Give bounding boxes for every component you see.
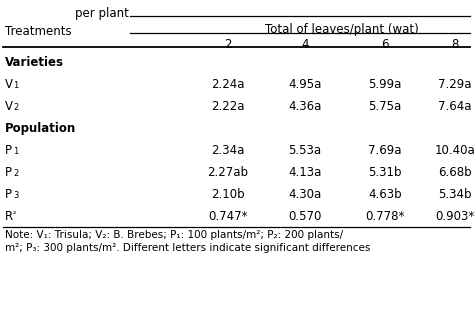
Text: 2.27ab: 2.27ab: [208, 166, 248, 179]
Text: 2.24a: 2.24a: [211, 78, 245, 91]
Text: 8: 8: [451, 38, 459, 51]
Text: 4.30a: 4.30a: [288, 188, 322, 201]
Text: 5.53a: 5.53a: [289, 144, 321, 157]
Text: 4.36a: 4.36a: [288, 100, 322, 113]
Text: 4.13a: 4.13a: [288, 166, 322, 179]
Text: 4.63b: 4.63b: [368, 188, 402, 201]
Text: 7.69a: 7.69a: [368, 144, 402, 157]
Text: 4: 4: [301, 38, 309, 51]
Text: 2.10b: 2.10b: [211, 188, 245, 201]
Text: 5.31b: 5.31b: [368, 166, 402, 179]
Text: 2: 2: [224, 38, 232, 51]
Text: 2: 2: [13, 103, 18, 112]
Text: Total of leaves/plant (wat): Total of leaves/plant (wat): [264, 23, 419, 36]
Text: P: P: [5, 188, 12, 201]
Text: 10.40a: 10.40a: [435, 144, 474, 157]
Text: 2: 2: [13, 169, 18, 178]
Text: 0.903*: 0.903*: [436, 210, 474, 223]
Text: 1: 1: [13, 81, 18, 90]
Text: 2.34a: 2.34a: [211, 144, 245, 157]
Text: Varieties: Varieties: [5, 56, 64, 69]
Text: 5.99a: 5.99a: [368, 78, 401, 91]
Text: V: V: [5, 100, 13, 113]
Text: 4.95a: 4.95a: [288, 78, 322, 91]
Text: 0.778*: 0.778*: [365, 210, 405, 223]
Text: 1: 1: [13, 147, 18, 156]
Text: 6.68b: 6.68b: [438, 166, 472, 179]
Text: 5.34b: 5.34b: [438, 188, 472, 201]
Text: R: R: [5, 210, 13, 223]
Text: 7.29a: 7.29a: [438, 78, 472, 91]
Text: V: V: [5, 78, 13, 91]
Text: ²: ²: [13, 210, 16, 219]
Text: m²; P₃: 300 plants/m². Different letters indicate significant differences: m²; P₃: 300 plants/m². Different letters…: [5, 243, 370, 253]
Text: P: P: [5, 144, 12, 157]
Text: Population: Population: [5, 122, 76, 135]
Text: 3: 3: [13, 191, 18, 200]
Text: 0.747*: 0.747*: [208, 210, 248, 223]
Text: per plant.: per plant.: [75, 7, 133, 20]
Text: 5.75a: 5.75a: [368, 100, 401, 113]
Text: 2.22a: 2.22a: [211, 100, 245, 113]
Text: Note: V₁: Trisula; V₂: B. Brebes; P₁: 100 plants/m²; P₂: 200 plants/: Note: V₁: Trisula; V₂: B. Brebes; P₁: 10…: [5, 230, 343, 240]
Text: 7.64a: 7.64a: [438, 100, 472, 113]
Text: Treatments: Treatments: [5, 25, 72, 38]
Text: 6: 6: [381, 38, 389, 51]
Text: P: P: [5, 166, 12, 179]
Text: 0.570: 0.570: [288, 210, 322, 223]
